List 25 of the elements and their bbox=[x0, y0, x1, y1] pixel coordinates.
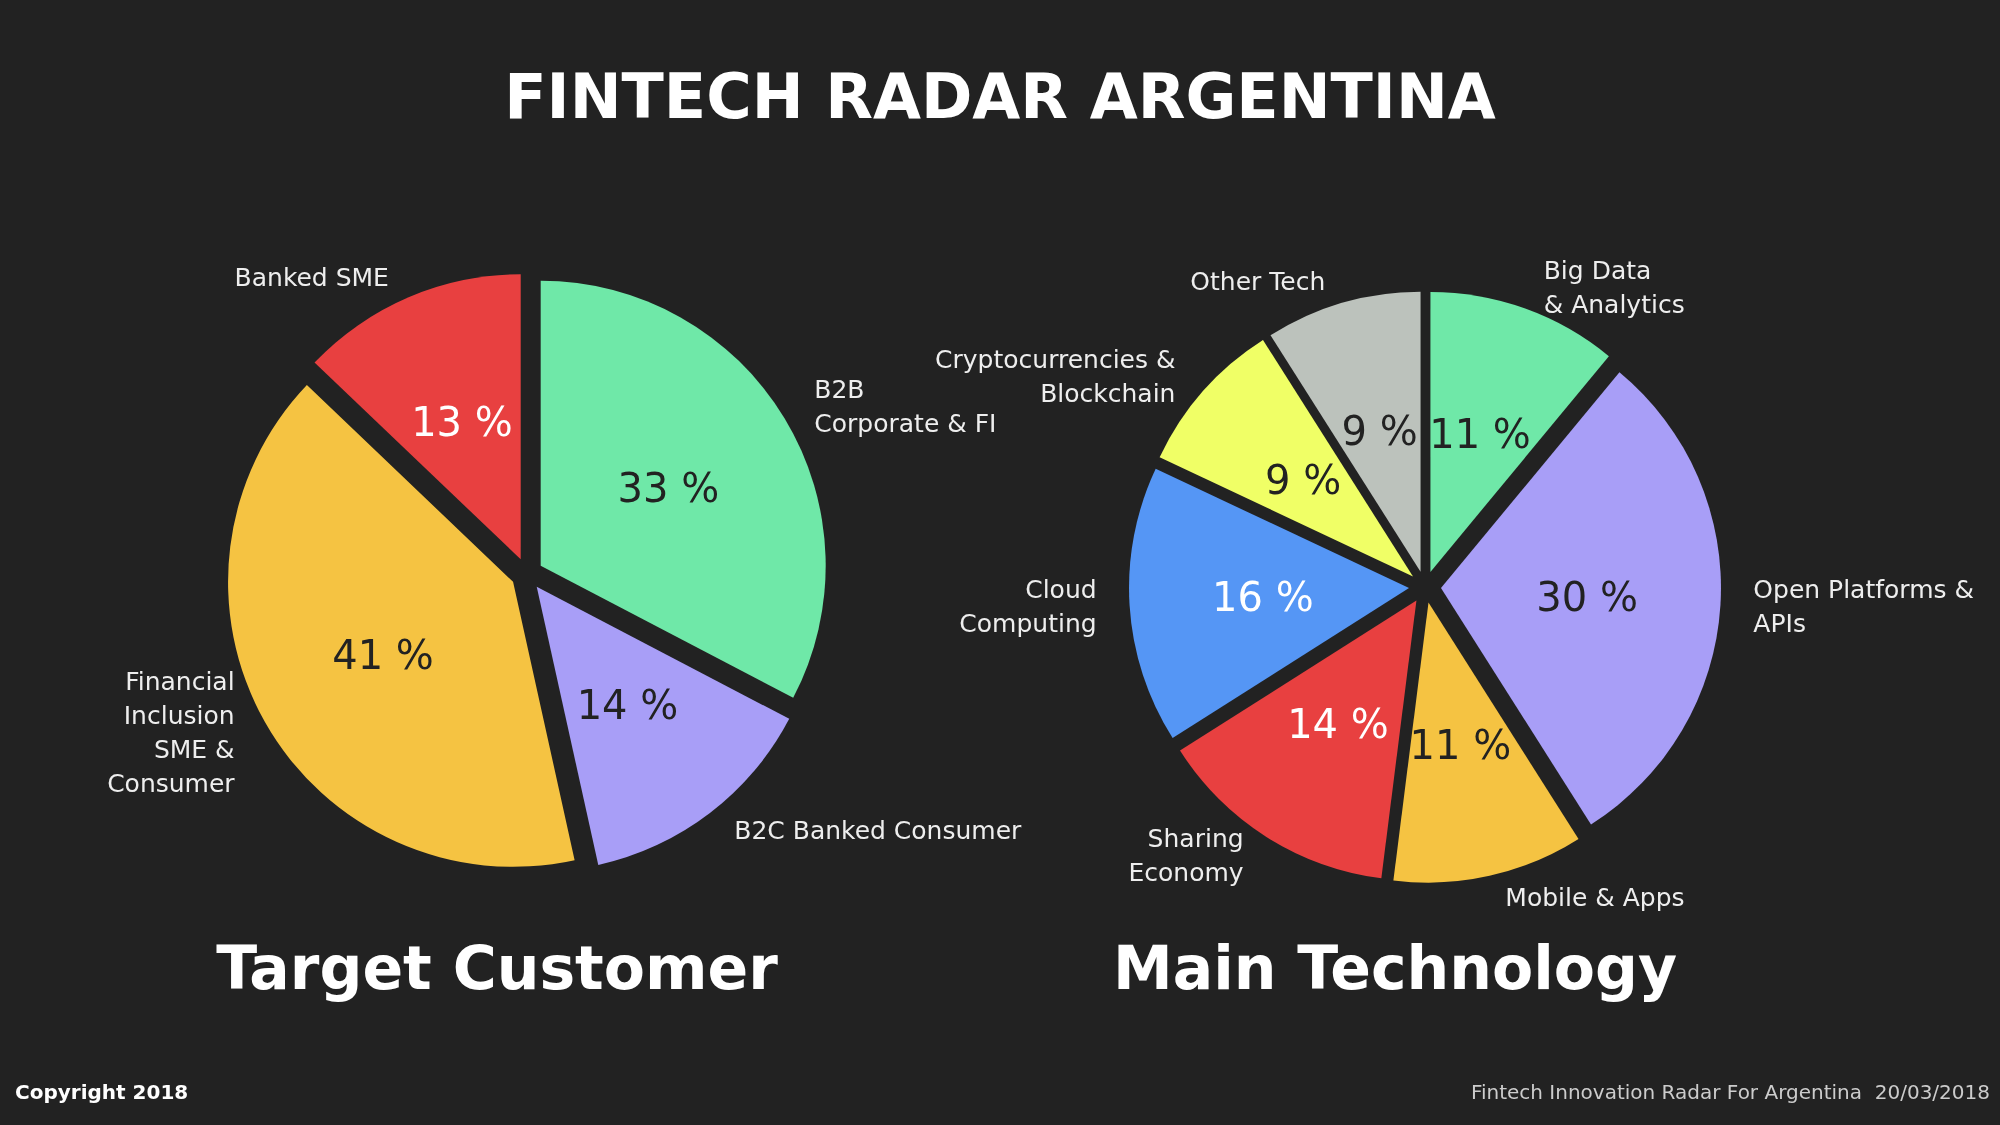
slice-label: Other Tech bbox=[1190, 267, 1326, 297]
text: Fintech Innovation Radar For Argentina 20/03/2018 bbox=[1470, 1080, 1990, 1104]
slice-label: Financial Inclusion SME & Consumer bbox=[107, 667, 236, 799]
data-label: 14 % bbox=[576, 682, 679, 729]
slice-label: Big Data & Analytics bbox=[1543, 256, 1685, 320]
text: Main Technology bbox=[1112, 933, 1678, 1003]
slice-label: Sharing Economy bbox=[1128, 824, 1244, 887]
data-label: 14 % bbox=[1287, 701, 1389, 748]
data-label: 13 % bbox=[411, 399, 513, 446]
data-label: 16 % bbox=[1212, 574, 1314, 621]
slice-label: Mobile & Apps bbox=[1505, 882, 1685, 912]
data-label: 41 % bbox=[332, 632, 434, 679]
text: Copyright 2018 bbox=[15, 1080, 189, 1104]
text: Target Customer bbox=[216, 933, 779, 1003]
data-label: 11 % bbox=[1409, 722, 1512, 769]
data-label: 33 % bbox=[617, 465, 720, 512]
data-label: 9 % bbox=[1265, 456, 1342, 503]
data-label: 9 % bbox=[1341, 408, 1418, 455]
slice-label: Cloud Computing bbox=[959, 575, 1097, 639]
slice-label: Banked SME bbox=[234, 262, 389, 292]
text: FINTECH RADAR ARGENTINA bbox=[503, 60, 1497, 133]
slice-label: Open Platforms & APIs bbox=[1753, 575, 1974, 639]
data-label: 11 % bbox=[1429, 411, 1531, 458]
slice-label: B2C Banked Consumer bbox=[734, 816, 1023, 846]
data-label: 30 % bbox=[1536, 574, 1638, 621]
